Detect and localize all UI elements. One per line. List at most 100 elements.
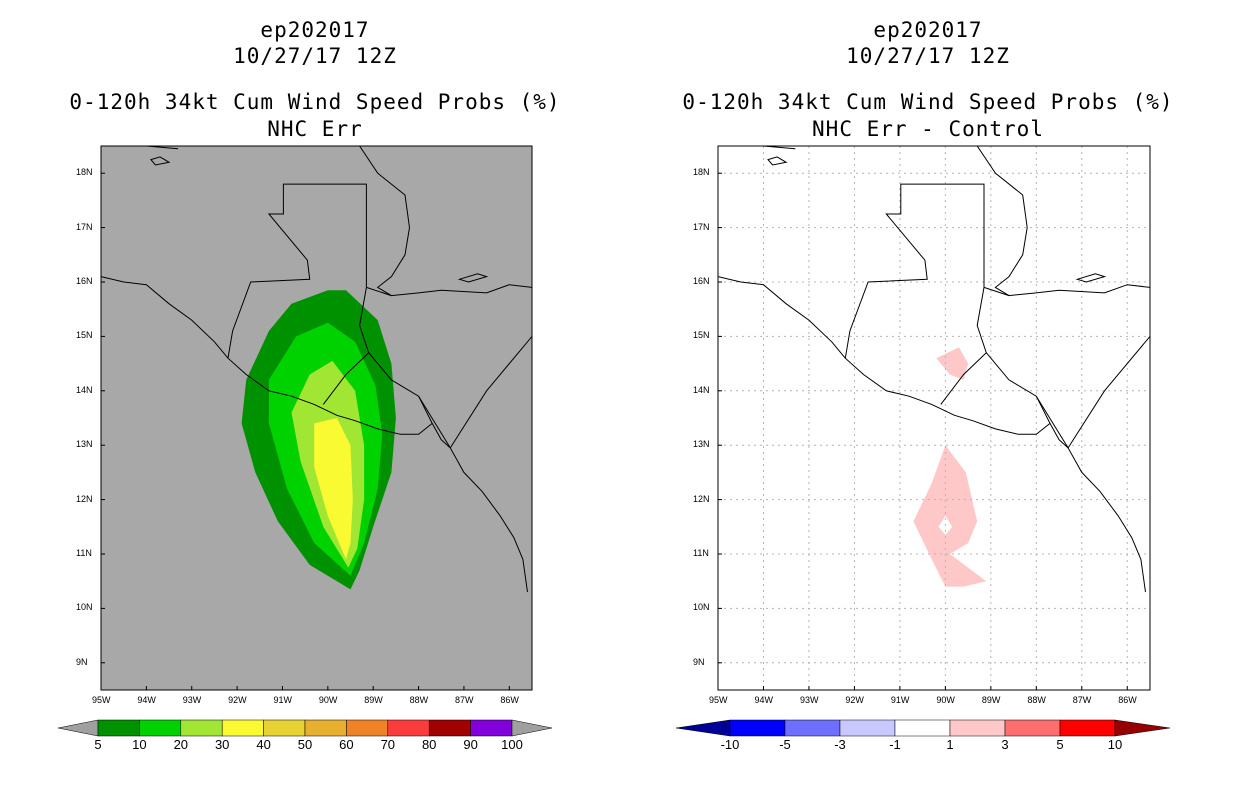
right-x-tick-label-92W: 92W xyxy=(845,695,864,705)
right-colorbar-label-7: 10 xyxy=(1107,737,1123,752)
left-y-tick-label-9N: 9N xyxy=(76,656,88,667)
left-colorbar-label-3: 30 xyxy=(214,737,230,752)
left-border-0 xyxy=(227,183,392,359)
left-colorbar-high-arrow xyxy=(511,719,553,737)
right-colorbar-box-0 xyxy=(729,719,786,737)
right-y-tick-label-18N: 18N xyxy=(693,167,710,178)
right-island-1 xyxy=(1075,273,1107,283)
left-colorbar-box-1 xyxy=(139,719,182,737)
left-colorbar-low-arrow xyxy=(57,719,99,737)
right-colorbar-box-1 xyxy=(784,719,841,737)
right-title-line-2: 10/27/17 12Z xyxy=(846,44,1010,68)
right-x-tick-label-89W: 89W xyxy=(981,695,1001,705)
left-x-tick-label-92W: 92W xyxy=(228,695,247,705)
left-colorbar-label-6: 60 xyxy=(339,737,354,752)
left-x-tick-label-90W: 90W xyxy=(318,695,338,705)
right-border-0 xyxy=(844,183,1010,359)
right-colorbar-label-2: -3 xyxy=(834,737,846,752)
left-title-line-2: 10/27/17 12Z xyxy=(233,44,397,68)
left-y-tick-label-12N: 12N xyxy=(76,493,93,504)
right-border-4 xyxy=(1067,336,1150,449)
right-contour-1-3-0 xyxy=(936,347,969,380)
left-title-line-4: NHC Err xyxy=(267,117,363,141)
left-caribbean-coastline xyxy=(359,146,532,297)
right-y-tick-label-13N: 13N xyxy=(693,439,710,450)
right-colorbar-high-arrow xyxy=(1114,719,1171,737)
left-colorbar-label-7: 70 xyxy=(380,737,396,752)
left-island-0 xyxy=(150,156,171,166)
right-y-tick-label-9N: 9N xyxy=(693,656,705,667)
right-colorbar-label-6: 5 xyxy=(1056,737,1064,752)
right-colorbar-box-6 xyxy=(1059,719,1116,737)
left-y-tick-label-16N: 16N xyxy=(76,276,93,286)
left-colorbar-box-2 xyxy=(180,719,223,737)
right-title-line-3: 0-120h 34kt Cum Wind Speed Probs (%) xyxy=(682,90,1174,114)
right-x-tick-label-88W: 88W xyxy=(1027,695,1046,705)
left-title-line-3: 0-120h 34kt Cum Wind Speed Probs (%) xyxy=(69,90,561,114)
right-colorbar-box-3 xyxy=(894,719,951,737)
right-gulf-coastline xyxy=(718,146,796,150)
right-y-tick-label-16N: 16N xyxy=(693,276,710,286)
left-border-2 xyxy=(368,352,433,424)
right-colorbar-low-arrow xyxy=(675,719,731,737)
right-map-frame xyxy=(717,145,1151,691)
left-border-4 xyxy=(449,336,532,449)
left-y-tick-label-18N: 18N xyxy=(76,167,93,178)
right-colorbar-label-3: -1 xyxy=(889,737,901,752)
right-title-line-1: ep202017 xyxy=(873,18,983,42)
left-x-tick-label-86W: 86W xyxy=(500,695,519,705)
left-colorbar-label-1: 10 xyxy=(132,737,147,752)
right-x-tick-label-90W: 90W xyxy=(936,695,955,705)
left-colorbar-box-4 xyxy=(263,719,306,737)
left-colorbar-box-9 xyxy=(470,719,513,737)
right-colorbar-label-4: 1 xyxy=(946,737,954,752)
right-x-tick-label-94W: 94W xyxy=(754,695,773,705)
right-pacific-coastline xyxy=(718,276,1146,593)
left-gulf-coastline xyxy=(101,146,179,150)
right-colorbar-box-2 xyxy=(839,719,896,737)
right-colorbar-label-0: -10 xyxy=(720,737,740,752)
right-y-tick-label-14N: 14N xyxy=(693,384,710,395)
right-y-tick-label-12N: 12N xyxy=(693,493,710,504)
left-island-1 xyxy=(457,273,489,283)
left-title-line-1: ep202017 xyxy=(260,18,370,42)
right-caribbean-coastline xyxy=(976,146,1150,297)
left-y-tick-label-15N: 15N xyxy=(76,330,93,341)
right-y-tick-label-10N: 10N xyxy=(693,602,710,613)
right-x-tick-label-91W: 91W xyxy=(890,695,910,705)
right-x-tick-label-86W: 86W xyxy=(1118,695,1137,705)
right-y-tick-label-11N: 11N xyxy=(693,548,709,558)
left-border-3 xyxy=(418,395,451,449)
left-x-tick-label-89W: 89W xyxy=(364,695,383,705)
left-x-tick-label-88W: 88W xyxy=(409,695,429,705)
right-colorbar-box-4 xyxy=(949,719,1006,737)
left-pacific-coastline xyxy=(101,276,528,593)
left-colorbar-label-0: 5 xyxy=(94,737,102,752)
left-colorbar-box-7 xyxy=(387,719,430,737)
left-colorbar-label-8: 80 xyxy=(421,737,437,752)
left-colorbar-label-9: 90 xyxy=(463,737,478,752)
right-map-background xyxy=(718,146,1150,690)
right-colorbar-label-5: 3 xyxy=(1001,737,1009,752)
left-colorbar-box-3 xyxy=(221,719,264,737)
left-x-tick-label-87W: 87W xyxy=(454,695,474,705)
right-x-tick-label-87W: 87W xyxy=(1072,695,1092,705)
right-island-0 xyxy=(767,156,788,166)
left-map-area xyxy=(101,146,532,690)
left-colorbar-label-4: 40 xyxy=(256,737,271,752)
left-y-tick-label-11N: 11N xyxy=(76,548,92,558)
left-colorbar-box-6 xyxy=(346,719,389,737)
left-contour-30-40-3 xyxy=(314,418,353,560)
left-y-tick-label-17N: 17N xyxy=(76,221,93,232)
left-y-tick-label-13N: 13N xyxy=(76,439,93,450)
left-colorbar-label-2: 20 xyxy=(173,737,189,752)
right-map-area xyxy=(718,146,1150,690)
left-x-tick-label-94W: 94W xyxy=(137,695,156,705)
right-colorbar-label-1: -5 xyxy=(779,737,791,752)
left-y-tick-label-10N: 10N xyxy=(76,602,93,613)
right-contour-1-3-1 xyxy=(913,445,987,587)
right-x-tick-label-95W: 95W xyxy=(709,695,728,705)
right-y-tick-label-17N: 17N xyxy=(693,221,710,232)
left-colorbar-box-5 xyxy=(304,719,347,737)
